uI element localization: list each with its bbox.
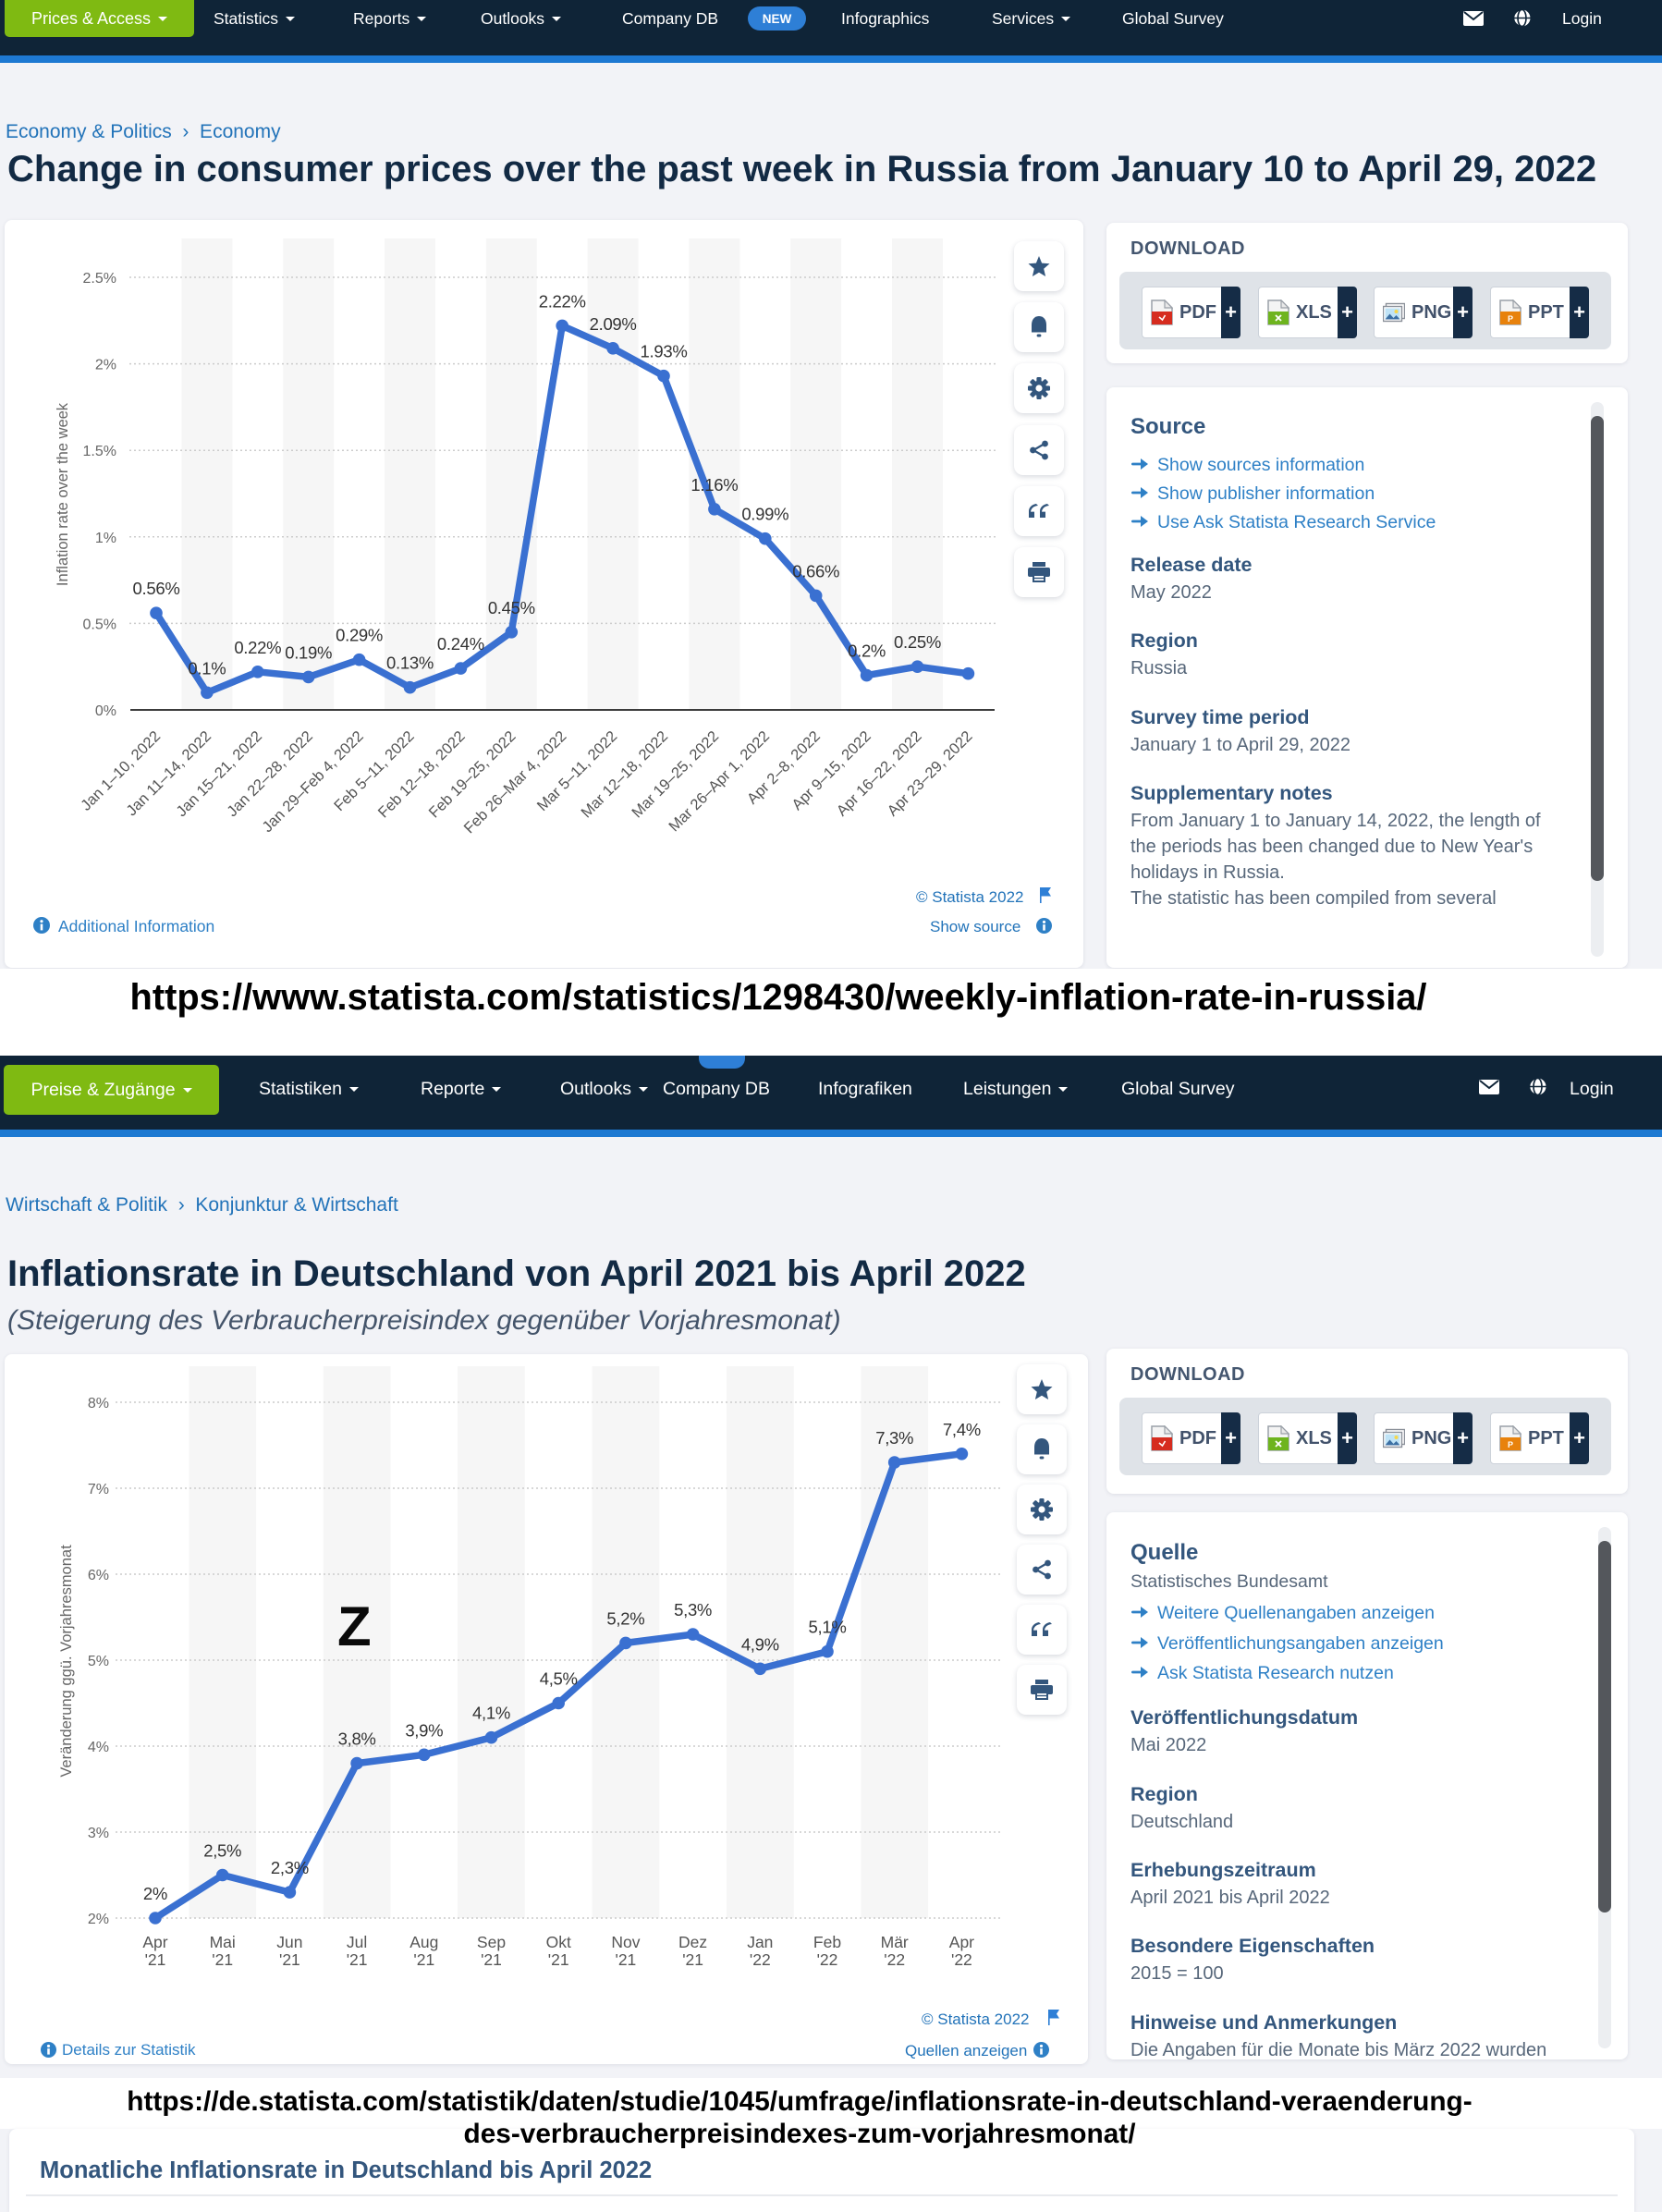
svg-text:7,4%: 7,4% bbox=[943, 1420, 981, 1439]
svg-text:Mar 19–25, 2022: Mar 19–25, 2022 bbox=[629, 728, 722, 822]
svg-text:2%: 2% bbox=[143, 1884, 167, 1903]
svg-text:2,3%: 2,3% bbox=[271, 1858, 309, 1877]
svg-text:6%: 6% bbox=[88, 1568, 109, 1583]
svg-text:4,1%: 4,1% bbox=[472, 1704, 510, 1723]
svg-text:Inflation rate over the week: Inflation rate over the week bbox=[55, 402, 71, 586]
svg-text:Z: Z bbox=[337, 1595, 372, 1657]
svg-text:Veränderung ggü. Vorjahresmona: Veränderung ggü. Vorjahresmonat bbox=[58, 1545, 75, 1778]
svg-text:0.29%: 0.29% bbox=[336, 626, 383, 645]
svg-text:0.99%: 0.99% bbox=[741, 505, 788, 524]
svg-text:3%: 3% bbox=[88, 1826, 109, 1841]
svg-text:0.5%: 0.5% bbox=[83, 617, 116, 632]
svg-text:Mai: Mai bbox=[210, 1933, 236, 1951]
svg-text:2.22%: 2.22% bbox=[539, 291, 586, 311]
svg-text:Apr: Apr bbox=[142, 1933, 167, 1951]
svg-text:0.25%: 0.25% bbox=[894, 632, 941, 652]
svg-text:Feb 12–18, 2022: Feb 12–18, 2022 bbox=[375, 728, 469, 822]
svg-text:0.2%: 0.2% bbox=[848, 642, 886, 661]
svg-text:Feb: Feb bbox=[813, 1933, 841, 1951]
svg-text:'21: '21 bbox=[347, 1950, 368, 1969]
svg-text:3,8%: 3,8% bbox=[338, 1729, 376, 1749]
svg-text:Aug: Aug bbox=[409, 1933, 438, 1951]
svg-text:Feb 19–25, 2022: Feb 19–25, 2022 bbox=[426, 728, 519, 822]
svg-text:Jan 22–28, 2022: Jan 22–28, 2022 bbox=[224, 728, 316, 821]
svg-text:5,3%: 5,3% bbox=[674, 1600, 712, 1619]
svg-text:0.1%: 0.1% bbox=[188, 658, 226, 678]
svg-text:0.66%: 0.66% bbox=[792, 561, 839, 580]
svg-text:1.16%: 1.16% bbox=[690, 475, 738, 495]
svg-text:'22: '22 bbox=[817, 1950, 838, 1969]
svg-text:0.19%: 0.19% bbox=[285, 642, 332, 662]
svg-text:'21: '21 bbox=[615, 1950, 636, 1969]
svg-text:Jan 15–21, 2022: Jan 15–21, 2022 bbox=[173, 728, 265, 821]
svg-text:0.45%: 0.45% bbox=[488, 598, 535, 617]
svg-text:Mar 12–18, 2022: Mar 12–18, 2022 bbox=[578, 728, 671, 822]
svg-text:Sep: Sep bbox=[477, 1933, 506, 1951]
svg-text:3,9%: 3,9% bbox=[405, 1720, 443, 1740]
svg-text:'21: '21 bbox=[481, 1950, 502, 1969]
svg-text:2%: 2% bbox=[88, 1912, 109, 1927]
svg-text:5,2%: 5,2% bbox=[606, 1608, 644, 1628]
svg-text:2%: 2% bbox=[95, 358, 116, 373]
svg-text:'21: '21 bbox=[548, 1950, 569, 1969]
svg-text:'21: '21 bbox=[413, 1950, 434, 1969]
svg-text:'22: '22 bbox=[750, 1950, 771, 1969]
svg-text:Dez: Dez bbox=[678, 1933, 707, 1951]
svg-text:4,5%: 4,5% bbox=[540, 1669, 578, 1689]
svg-text:Mar 26–Apr 1, 2022: Mar 26–Apr 1, 2022 bbox=[666, 728, 773, 836]
svg-text:4,9%: 4,9% bbox=[741, 1634, 779, 1654]
svg-text:'22: '22 bbox=[884, 1950, 905, 1969]
svg-text:'21: '21 bbox=[279, 1950, 300, 1969]
svg-text:7,3%: 7,3% bbox=[875, 1428, 913, 1448]
svg-text:P: P bbox=[1508, 314, 1513, 324]
svg-text:1.5%: 1.5% bbox=[83, 444, 116, 459]
svg-text:Apr 23–29, 2022: Apr 23–29, 2022 bbox=[885, 728, 976, 820]
svg-text:0%: 0% bbox=[95, 703, 116, 719]
svg-text:Nov: Nov bbox=[611, 1933, 640, 1951]
svg-text:0.24%: 0.24% bbox=[437, 634, 484, 654]
svg-text:Jul: Jul bbox=[347, 1933, 367, 1951]
svg-text:Jan 11–14, 2022: Jan 11–14, 2022 bbox=[123, 728, 214, 820]
svg-text:1%: 1% bbox=[95, 531, 116, 546]
svg-text:8%: 8% bbox=[88, 1396, 109, 1412]
svg-text:5%: 5% bbox=[88, 1654, 109, 1669]
svg-text:'21: '21 bbox=[145, 1950, 166, 1969]
svg-text:Apr 16–22, 2022: Apr 16–22, 2022 bbox=[834, 728, 925, 820]
svg-text:0.22%: 0.22% bbox=[234, 638, 281, 657]
svg-text:2.5%: 2.5% bbox=[83, 271, 116, 287]
svg-text:'22: '22 bbox=[951, 1950, 972, 1969]
svg-text:5,1%: 5,1% bbox=[809, 1618, 847, 1637]
svg-text:Okt: Okt bbox=[546, 1933, 571, 1951]
svg-text:'21: '21 bbox=[682, 1950, 703, 1969]
svg-text:Mär: Mär bbox=[881, 1933, 909, 1951]
svg-text:P: P bbox=[1508, 1440, 1513, 1449]
svg-text:2,5%: 2,5% bbox=[203, 1841, 241, 1861]
svg-text:'21: '21 bbox=[212, 1950, 233, 1969]
svg-text:7%: 7% bbox=[88, 1482, 109, 1497]
svg-text:Jan: Jan bbox=[747, 1933, 773, 1951]
svg-text:0.56%: 0.56% bbox=[133, 579, 180, 598]
svg-text:1.93%: 1.93% bbox=[641, 342, 688, 361]
svg-text:Apr: Apr bbox=[949, 1933, 974, 1951]
svg-text:Jun: Jun bbox=[276, 1933, 302, 1951]
svg-text:0.13%: 0.13% bbox=[386, 654, 434, 673]
svg-text:4%: 4% bbox=[88, 1740, 109, 1755]
svg-text:2.09%: 2.09% bbox=[590, 314, 637, 334]
